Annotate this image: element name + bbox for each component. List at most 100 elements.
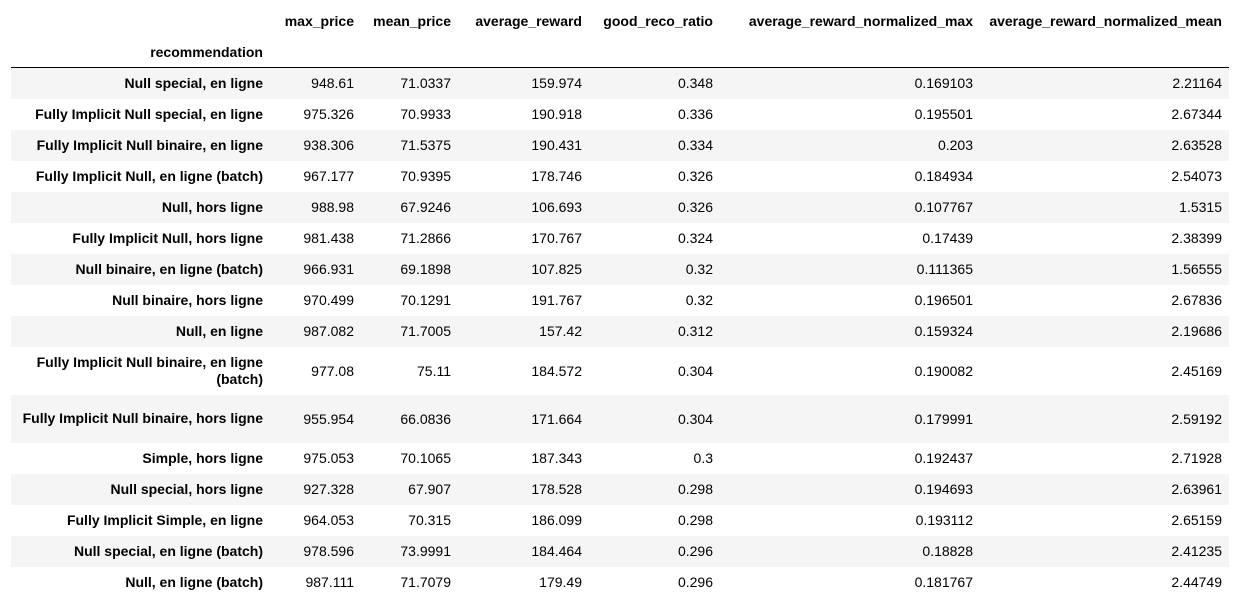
cell-average-reward-normalized-mean: 2.67344 — [1171, 106, 1222, 122]
cell-mean-price: 71.5375 — [400, 137, 451, 153]
corner-cell — [11, 5, 270, 36]
cell-mean-price: 70.1065 — [400, 450, 451, 466]
cell-average-reward: 190.431 — [531, 137, 582, 153]
cell-max-price: 938.306 — [303, 137, 354, 153]
cell-average-reward: 187.343 — [531, 450, 582, 466]
table-row: Fully Implicit Simple, en ligne 964.053 … — [11, 504, 1229, 536]
row-label: Null special, en ligne (batch) — [73, 542, 263, 559]
row-label: Null special, en ligne — [124, 74, 263, 91]
table-row: Fully Implicit Null, hors ligne 981.438 … — [11, 222, 1229, 254]
row-label: Fully Implicit Null special, en ligne — [35, 105, 263, 122]
index-header-blank — [589, 36, 720, 68]
row-label: Fully Implicit Null, en ligne (batch) — [35, 167, 263, 184]
row-label: Fully Implicit Simple, en ligne — [66, 511, 263, 528]
cell-average-reward-normalized-mean: 2.63528 — [1171, 137, 1222, 153]
cell-good-reco-ratio: 0.348 — [677, 75, 713, 92]
cell-average-reward: 191.767 — [531, 292, 582, 308]
cell-average-reward: 106.693 — [531, 199, 582, 215]
cell-mean-price: 70.9395 — [400, 168, 451, 184]
cell-mean-price: 71.7079 — [400, 574, 451, 590]
cell-average-reward: 184.464 — [531, 543, 582, 559]
cell-good-reco-ratio: 0.296 — [677, 574, 713, 590]
cell-max-price: 975.053 — [303, 450, 354, 466]
cell-average-reward: 170.767 — [531, 230, 582, 246]
cell-max-price: 970.499 — [303, 292, 354, 308]
cell-good-reco-ratio: 0.3 — [693, 450, 713, 466]
table-header: max_price mean_price average_reward good… — [11, 5, 1229, 68]
row-label: Null binaire, hors ligne — [112, 291, 263, 308]
column-header-max-price: max_price — [284, 12, 354, 29]
cell-max-price: 987.082 — [303, 323, 354, 339]
table-row: Fully Implicit Null binaire, en ligne 93… — [11, 129, 1229, 161]
table-row: Fully Implicit Null special, en ligne 97… — [11, 98, 1229, 130]
cell-average-reward-normalized-mean: 2.19686 — [1171, 323, 1222, 339]
cell-average-reward-normalized-max: 0.194693 — [914, 481, 973, 497]
cell-good-reco-ratio: 0.296 — [677, 543, 713, 559]
cell-mean-price: 71.0337 — [400, 75, 451, 92]
cell-average-reward: 178.528 — [531, 481, 582, 497]
cell-average-reward: 171.664 — [531, 410, 582, 427]
index-header-blank — [270, 36, 361, 68]
index-header-blank — [361, 36, 458, 68]
table-row: Null special, hors ligne 927.328 67.907 … — [11, 473, 1229, 505]
cell-good-reco-ratio: 0.312 — [677, 323, 713, 339]
cell-average-reward: 190.918 — [531, 106, 582, 122]
row-label: Fully Implicit Null, hors ligne — [72, 229, 263, 246]
cell-average-reward-normalized-max: 0.195501 — [914, 106, 973, 122]
column-header-average-reward: average_reward — [475, 12, 582, 29]
cell-average-reward-normalized-mean: 2.45169 — [1171, 362, 1222, 379]
cell-good-reco-ratio: 0.32 — [685, 261, 713, 277]
cell-max-price: 977.08 — [311, 362, 354, 379]
cell-mean-price: 75.11 — [417, 362, 451, 379]
cell-mean-price: 67.907 — [408, 481, 451, 497]
index-header-blank — [720, 36, 980, 68]
cell-max-price: 975.326 — [303, 106, 354, 122]
index-header-row: recommendation — [11, 36, 1229, 68]
cell-average-reward: 179.49 — [539, 574, 582, 590]
row-label: Fully Implicit Null binaire, hors ligne — [22, 410, 263, 426]
column-header-average-reward-normalized-mean: average_reward_normalized_mean — [989, 12, 1222, 29]
cell-average-reward-normalized-max: 0.169103 — [914, 75, 973, 92]
cell-average-reward-normalized-mean: 2.38399 — [1171, 230, 1222, 246]
cell-average-reward: 159.974 — [531, 75, 582, 92]
table-row: Fully Implicit Null, en ligne (batch) 96… — [11, 160, 1229, 192]
cell-average-reward: 157.42 — [539, 323, 582, 339]
column-header-mean-price: mean_price — [373, 12, 451, 29]
cell-good-reco-ratio: 0.32 — [685, 292, 713, 308]
index-header-blank — [980, 36, 1229, 68]
cell-average-reward-normalized-mean: 2.65159 — [1171, 512, 1222, 528]
cell-max-price: 966.931 — [303, 261, 354, 277]
cell-good-reco-ratio: 0.324 — [677, 230, 713, 246]
dataframe-output: max_price mean_price average_reward good… — [11, 5, 1229, 598]
cell-average-reward-normalized-max: 0.203 — [937, 137, 973, 153]
column-header-good-reco-ratio: good_reco_ratio — [603, 12, 713, 29]
row-label: Fully Implicit Null binaire, en ligne — [36, 136, 263, 153]
cell-mean-price: 70.315 — [408, 512, 451, 528]
cell-good-reco-ratio: 0.304 — [677, 362, 713, 379]
cell-average-reward-normalized-max: 0.184934 — [914, 168, 973, 184]
cell-max-price: 948.61 — [311, 75, 354, 92]
cell-good-reco-ratio: 0.326 — [677, 168, 713, 184]
row-label: Simple, hors ligne — [142, 449, 263, 466]
row-label: Null, en ligne — [175, 322, 263, 339]
cell-max-price: 955.954 — [303, 410, 354, 427]
table-row: Null special, en ligne 948.61 71.0337 15… — [11, 67, 1229, 99]
cell-average-reward-normalized-max: 0.181767 — [914, 574, 973, 590]
cell-average-reward-normalized-mean: 2.44749 — [1171, 574, 1222, 590]
cell-mean-price: 67.9246 — [400, 199, 451, 215]
cell-max-price: 981.438 — [303, 230, 354, 246]
cell-mean-price: 70.9933 — [400, 106, 451, 122]
table-row: Fully Implicit Null binaire, hors ligne … — [11, 394, 1229, 443]
cell-max-price: 978.596 — [303, 543, 354, 559]
cell-average-reward-normalized-max: 0.18828 — [922, 543, 973, 559]
cell-average-reward-normalized-mean: 1.56555 — [1171, 261, 1222, 277]
cell-max-price: 987.111 — [305, 574, 354, 590]
cell-mean-price: 66.0836 — [400, 410, 451, 427]
cell-good-reco-ratio: 0.326 — [677, 199, 713, 215]
cell-average-reward-normalized-max: 0.179991 — [914, 410, 973, 427]
cell-average-reward-normalized-mean: 2.67836 — [1171, 292, 1222, 308]
cell-average-reward-normalized-max: 0.159324 — [914, 323, 973, 339]
cell-good-reco-ratio: 0.298 — [677, 512, 713, 528]
table-row: Null, en ligne 987.082 71.7005 157.42 0.… — [11, 315, 1229, 347]
cell-mean-price: 69.1898 — [400, 261, 451, 277]
